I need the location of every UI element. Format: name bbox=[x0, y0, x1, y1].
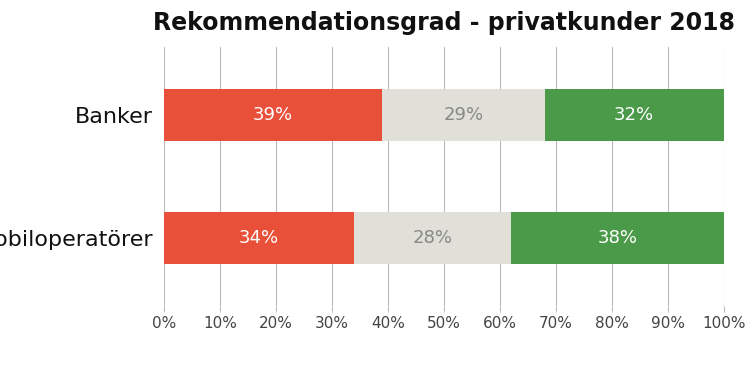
Text: 38%: 38% bbox=[598, 229, 637, 247]
Title: Rekommendationsgrad - privatkunder 2018: Rekommendationsgrad - privatkunder 2018 bbox=[153, 11, 735, 35]
Bar bbox=[164, 212, 354, 264]
Bar bbox=[545, 89, 724, 141]
Text: 32%: 32% bbox=[614, 106, 654, 124]
Bar bbox=[511, 212, 724, 264]
Bar bbox=[382, 89, 545, 141]
Bar bbox=[354, 212, 511, 264]
Text: 29%: 29% bbox=[443, 106, 483, 124]
Bar bbox=[164, 89, 382, 141]
Text: 39%: 39% bbox=[253, 106, 293, 124]
Text: 28%: 28% bbox=[413, 229, 453, 247]
Text: 34%: 34% bbox=[239, 229, 279, 247]
